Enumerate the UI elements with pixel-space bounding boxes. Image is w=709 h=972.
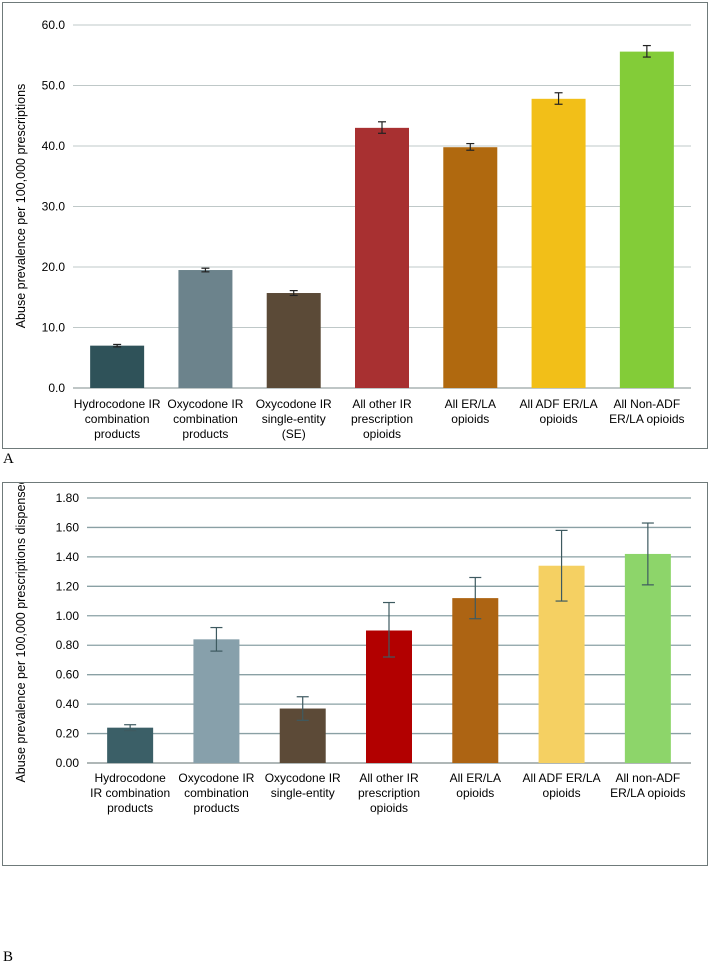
y-tick-label-b: 0.80	[56, 638, 80, 652]
bar-a-4	[355, 127, 409, 388]
chart-panel-b: 0.00 0.20 0.40 0.60 0.80 1.00 1.20 1.40 1.60 1.80…	[2, 482, 708, 866]
bar-a-3	[266, 293, 321, 388]
x-tick-label-b-2: Oxycodone IR combination products	[178, 771, 254, 815]
y-axis-label-a: Abuse prevalence per 100,000 prescriptio…	[14, 84, 28, 329]
bar-a-5	[443, 147, 498, 388]
x-tick-label-a-4: All other IR prescription opioids	[351, 397, 413, 441]
x-tick-label-a-7: All Non-ADF ER/LA opioids	[609, 397, 684, 426]
x-tick-label-a-6: All ADF ER/LA opioids	[520, 397, 598, 426]
bar-b-1	[107, 727, 154, 763]
bar-a-1	[90, 345, 145, 388]
y-tick-label-b: 0.20	[56, 727, 80, 741]
y-tick-label-a: 10.0	[42, 321, 66, 335]
x-tick-label-a-2: Oxycodone IR combination products	[167, 397, 243, 441]
bar-chart-a: 0.0 10.0 20.0 30.0 40.0 50.0 60.0 Abuse prevale…	[14, 18, 691, 441]
bar-chart-b: 0.00 0.20 0.40 0.60 0.80 1.00 1.20 1.40 1.60 1.80…	[14, 483, 691, 815]
x-tick-label-b-5: All ER/LA opioids	[450, 771, 501, 800]
bar-a-2	[178, 270, 233, 388]
y-tick-label-b: 1.80	[56, 491, 80, 505]
y-tick-label-b: 0.40	[56, 697, 80, 711]
y-tick-label-b: 1.20	[56, 579, 80, 593]
panel-label-a: A	[3, 451, 14, 467]
x-tick-label-b-7: All non-ADF ER/LA opioids	[610, 771, 685, 800]
x-tick-label-b-3: Oxycodone IR single-entity	[265, 771, 341, 800]
x-tick-label-a-3: Oxycodone IR single-entity (SE)	[256, 397, 332, 441]
chart-panel-a: 0.0 10.0 20.0 30.0 40.0 50.0 60.0 Abuse prevale…	[2, 2, 708, 449]
bar-a-6	[531, 98, 586, 388]
y-tick-label-a: 40.0	[42, 139, 66, 153]
y-axis-label-b: Abuse prevalence per 100,000 prescriptio…	[14, 483, 28, 783]
y-tick-label-b: 0.60	[56, 668, 80, 682]
bar-b-7	[624, 553, 671, 763]
bar-b-2	[193, 639, 240, 763]
x-tick-label-b-6: All ADF ER/LA opioids	[523, 771, 601, 800]
panel-label-b: B	[3, 949, 14, 965]
y-tick-label-b: 1.60	[56, 520, 80, 534]
bar-b-5	[452, 598, 499, 763]
y-tick-label-a: 50.0	[42, 79, 66, 93]
bar-a-7	[619, 51, 674, 389]
y-tick-label-b: 0.00	[56, 756, 80, 770]
x-tick-label-b-1: Hydrocodone IR combination products	[90, 771, 170, 815]
y-tick-label-a: 30.0	[42, 200, 66, 214]
x-tick-label-a-1: Hydrocodone IR combination products	[74, 397, 161, 441]
y-tick-label-b: 1.00	[56, 609, 80, 623]
y-tick-label-a: 0.0	[48, 381, 65, 395]
y-tick-label-a: 60.0	[42, 18, 66, 32]
x-tick-label-b-4: All other IR prescription opioids	[358, 771, 420, 815]
y-tick-label-b: 1.40	[56, 550, 80, 564]
x-tick-label-a-5: All ER/LA opioids	[445, 397, 496, 426]
y-tick-label-a: 20.0	[42, 260, 66, 274]
